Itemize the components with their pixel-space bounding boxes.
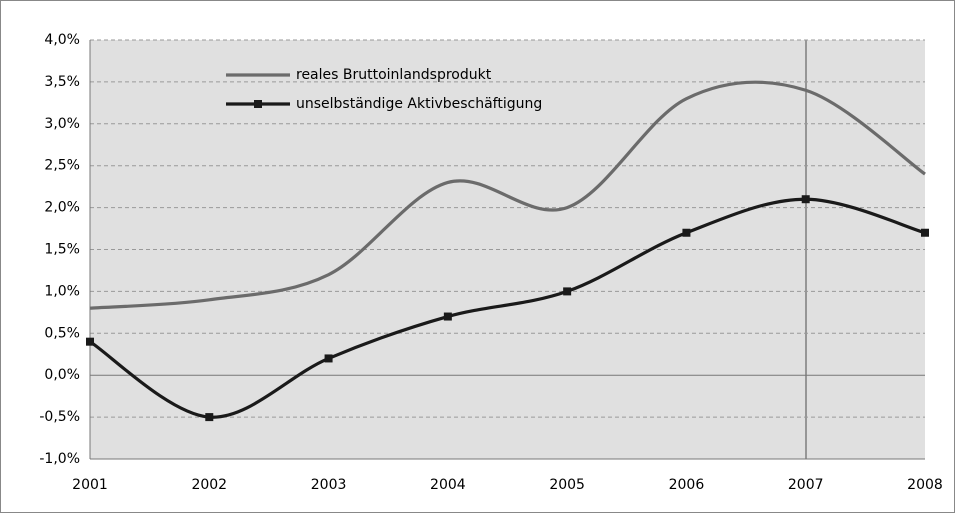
x-tick-label: 2004 — [430, 477, 466, 493]
series-line — [89, 197, 926, 419]
x-tick-label: 2008 — [907, 477, 943, 493]
series-line — [89, 80, 926, 310]
y-tick-label: 3,0% — [44, 116, 80, 132]
y-tick-label: 0,0% — [44, 367, 80, 383]
y-tick-label: 3,5% — [44, 74, 80, 90]
x-tick-label: 2005 — [549, 477, 585, 493]
marker — [443, 312, 452, 321]
y-tick-label: 2,5% — [44, 158, 80, 174]
y-tick-label: 1,0% — [44, 283, 80, 299]
marker — [205, 413, 214, 422]
marker — [921, 228, 929, 237]
y-tick-label: 0,5% — [44, 325, 80, 341]
marker — [801, 195, 810, 204]
marker — [563, 287, 572, 296]
x-tick-label: 2001 — [72, 477, 108, 493]
x-tick-label: 2002 — [191, 477, 227, 493]
y-tick-label: 2,0% — [44, 200, 80, 216]
y-tick-label: 4,0% — [44, 32, 80, 48]
marker — [324, 354, 333, 363]
x-tick-label: 2007 — [788, 477, 824, 493]
y-tick-label: 1,5% — [44, 242, 80, 258]
x-tick-label: 2003 — [311, 477, 347, 493]
marker — [86, 337, 94, 346]
y-tick-label: -1,0% — [39, 451, 80, 467]
y-tick-label: -0,5% — [39, 409, 80, 425]
marker — [682, 228, 691, 237]
x-tick-label: 2006 — [669, 477, 705, 493]
legend-marker — [254, 100, 262, 108]
legend-label: reales Bruttoinlandsprodukt — [296, 67, 492, 83]
legend-label: unselbständige Aktivbeschäftigung — [296, 96, 542, 112]
